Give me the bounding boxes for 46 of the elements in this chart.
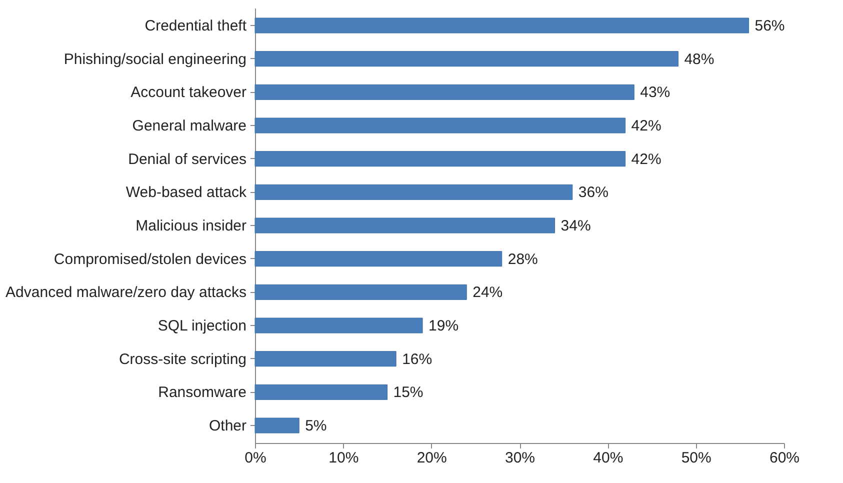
x-tick-label: 10% [328, 450, 359, 466]
data-label: 43% [640, 84, 670, 102]
bar [254, 18, 749, 34]
x-tick-label: 0% [244, 450, 266, 466]
bar [254, 284, 467, 300]
y-tick-label: General malware [132, 118, 246, 134]
bar [254, 151, 626, 167]
bar [254, 384, 388, 400]
y-tick-label: Account takeover [130, 84, 246, 102]
x-tick-label: 30% [504, 450, 536, 466]
y-tick-label: Advanced malware/zero day attacks [6, 284, 246, 302]
data-label: 42% [631, 150, 662, 168]
y-tick-label: Malicious insider [136, 218, 247, 234]
y-tick-label: Phishing/social engineering [64, 50, 246, 68]
data-label: 24% [472, 284, 503, 302]
y-tick-label: Cross-site scripting [118, 350, 246, 368]
x-tick-label: 50% [681, 450, 712, 466]
y-tick-label: Other [208, 418, 247, 434]
bar [254, 184, 573, 200]
data-label: 56% [754, 18, 785, 34]
y-tick-label: Web-based attack [126, 184, 247, 202]
x-tick-label: 20% [416, 450, 447, 466]
data-label: 48% [684, 50, 714, 68]
bar [254, 251, 502, 267]
bar [254, 218, 556, 234]
y-tick-label: Denial of services [128, 150, 246, 168]
y-tick-label: Compromised/stolen devices [54, 250, 246, 268]
y-tick-label: SQL injection [158, 318, 246, 334]
data-label: 34% [560, 218, 591, 234]
data-label: 5% [305, 418, 327, 434]
bar [254, 51, 678, 67]
data-label: 15% [393, 384, 424, 402]
bar [254, 118, 626, 134]
data-label: 19% [428, 318, 459, 334]
bar [254, 318, 423, 334]
x-tick-label: 60% [769, 450, 800, 466]
data-label: 16% [402, 350, 432, 368]
y-tick-label: Ransomware [158, 384, 246, 402]
bar [254, 418, 300, 434]
bar [254, 351, 396, 367]
data-label: 42% [631, 118, 662, 134]
y-tick-label: Credential theft [144, 18, 248, 34]
x-tick-label: 40% [593, 450, 624, 466]
data-label: 36% [578, 184, 608, 202]
data-label: 28% [508, 250, 538, 268]
bar [254, 84, 634, 100]
